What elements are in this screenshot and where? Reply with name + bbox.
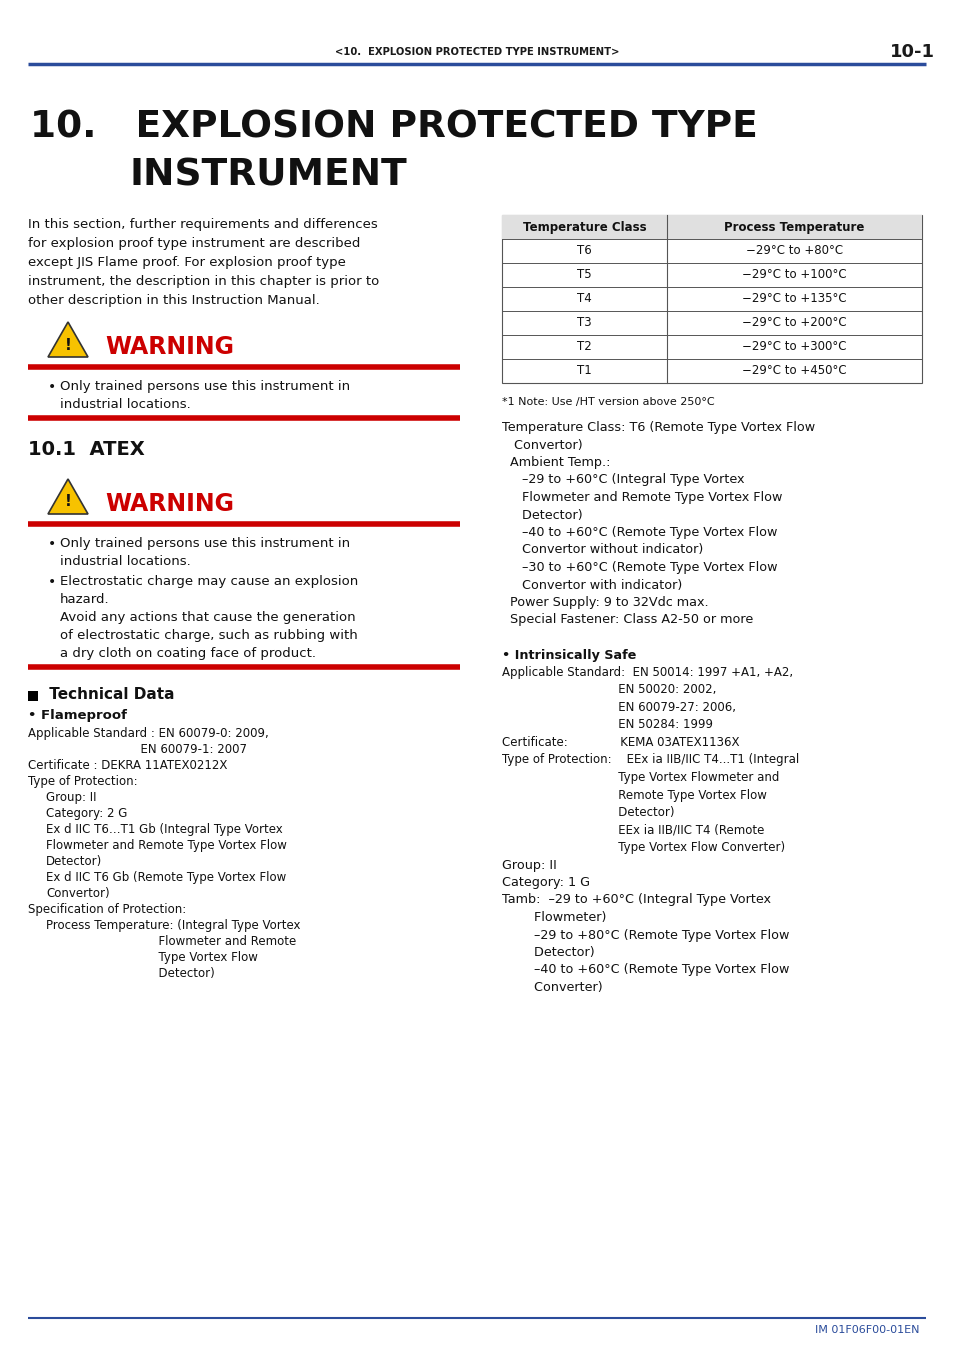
Text: T5: T5 xyxy=(577,269,591,282)
Text: Type Vortex Flowmeter and: Type Vortex Flowmeter and xyxy=(501,771,779,784)
Text: Tamb:  –29 to +60°C (Integral Type Vortex: Tamb: –29 to +60°C (Integral Type Vortex xyxy=(501,894,770,906)
Bar xyxy=(501,215,921,383)
Text: Temperature Class: T6 (Remote Type Vortex Flow: Temperature Class: T6 (Remote Type Vorte… xyxy=(501,421,814,433)
Text: EN 50284: 1999: EN 50284: 1999 xyxy=(501,718,712,732)
Text: T1: T1 xyxy=(577,364,591,378)
Text: Type Vortex Flow: Type Vortex Flow xyxy=(46,950,257,964)
Text: • Intrinsically Safe: • Intrinsically Safe xyxy=(501,648,636,662)
Text: INSTRUMENT: INSTRUMENT xyxy=(130,158,407,194)
Text: except JIS Flame proof. For explosion proof type: except JIS Flame proof. For explosion pr… xyxy=(28,256,346,269)
Text: Convertor with indicator): Convertor with indicator) xyxy=(501,579,681,591)
Text: Converter): Converter) xyxy=(501,981,602,994)
Text: Group: II: Group: II xyxy=(501,859,557,872)
Text: Applicable Standard : EN 60079-0: 2009,: Applicable Standard : EN 60079-0: 2009, xyxy=(28,728,269,740)
Text: Group: II: Group: II xyxy=(46,791,96,805)
Text: • Flameproof: • Flameproof xyxy=(28,709,127,722)
Text: −29°C to +80°C: −29°C to +80°C xyxy=(745,244,842,258)
Text: Only trained persons use this instrument in: Only trained persons use this instrument… xyxy=(60,537,350,549)
Text: Convertor without indicator): Convertor without indicator) xyxy=(501,544,702,556)
Text: Flowmeter and Remote Type Vortex Flow: Flowmeter and Remote Type Vortex Flow xyxy=(46,838,287,852)
Text: Convertor): Convertor) xyxy=(46,887,110,900)
Text: EN 60079-1: 2007: EN 60079-1: 2007 xyxy=(28,743,247,756)
Text: −29°C to +100°C: −29°C to +100°C xyxy=(741,269,846,282)
Text: hazard.: hazard. xyxy=(60,593,110,606)
Text: Convertor): Convertor) xyxy=(501,439,582,451)
Text: T2: T2 xyxy=(577,340,591,354)
Text: •: • xyxy=(48,379,56,394)
Text: Detector): Detector) xyxy=(501,509,582,521)
Text: Technical Data: Technical Data xyxy=(44,687,174,702)
Text: Flowmeter and Remote Type Vortex Flow: Flowmeter and Remote Type Vortex Flow xyxy=(501,491,781,504)
Text: Only trained persons use this instrument in: Only trained persons use this instrument… xyxy=(60,379,350,393)
Text: EN 50020: 2002,: EN 50020: 2002, xyxy=(501,683,716,697)
Text: Category: 1 G: Category: 1 G xyxy=(501,876,589,890)
Text: EEx ia IIB/IIC T4 (Remote: EEx ia IIB/IIC T4 (Remote xyxy=(501,824,763,837)
Text: Detector): Detector) xyxy=(46,855,102,868)
Text: IM 01F06F00-01EN: IM 01F06F00-01EN xyxy=(815,1324,919,1335)
Text: Electrostatic charge may cause an explosion: Electrostatic charge may cause an explos… xyxy=(60,575,358,589)
Text: EN 60079-27: 2006,: EN 60079-27: 2006, xyxy=(501,701,735,714)
Text: 10-1: 10-1 xyxy=(888,43,934,61)
Text: −29°C to +300°C: −29°C to +300°C xyxy=(741,340,846,354)
Text: Ambient Temp.:: Ambient Temp.: xyxy=(501,456,610,468)
Text: *1 Note: Use /HT version above 250°C: *1 Note: Use /HT version above 250°C xyxy=(501,397,714,406)
Text: –40 to +60°C (Remote Type Vortex Flow: –40 to +60°C (Remote Type Vortex Flow xyxy=(501,964,788,976)
Polygon shape xyxy=(48,323,88,356)
Text: Type of Protection:    EEx ia IIB/IIC T4...T1 (Integral: Type of Protection: EEx ia IIB/IIC T4...… xyxy=(501,753,799,767)
Text: Type of Protection:: Type of Protection: xyxy=(28,775,137,788)
Bar xyxy=(501,215,921,239)
Text: Power Supply: 9 to 32Vdc max.: Power Supply: 9 to 32Vdc max. xyxy=(501,595,708,609)
Text: a dry cloth on coating face of product.: a dry cloth on coating face of product. xyxy=(60,647,315,660)
Text: –29 to +60°C (Integral Type Vortex: –29 to +60°C (Integral Type Vortex xyxy=(501,474,743,486)
Text: industrial locations.: industrial locations. xyxy=(60,555,191,568)
Text: Ex d IIC T6…T1 Gb (Integral Type Vortex: Ex d IIC T6…T1 Gb (Integral Type Vortex xyxy=(46,824,282,836)
Polygon shape xyxy=(48,479,88,514)
Text: −29°C to +200°C: −29°C to +200°C xyxy=(741,316,846,329)
Text: •: • xyxy=(48,575,56,589)
Text: Ex d IIC T6 Gb (Remote Type Vortex Flow: Ex d IIC T6 Gb (Remote Type Vortex Flow xyxy=(46,871,286,884)
Text: !: ! xyxy=(65,494,71,509)
Text: T6: T6 xyxy=(577,244,591,258)
Text: Process Temperature: Process Temperature xyxy=(723,220,863,234)
Text: Category: 2 G: Category: 2 G xyxy=(46,807,128,819)
Text: WARNING: WARNING xyxy=(105,491,233,516)
Text: •: • xyxy=(48,537,56,551)
Text: –30 to +60°C (Remote Type Vortex Flow: –30 to +60°C (Remote Type Vortex Flow xyxy=(501,562,777,574)
Text: Flowmeter): Flowmeter) xyxy=(501,911,606,923)
Text: Certificate : DEKRA 11ATEX0212X: Certificate : DEKRA 11ATEX0212X xyxy=(28,759,227,772)
Text: Temperature Class: Temperature Class xyxy=(522,220,645,234)
Text: Avoid any actions that cause the generation: Avoid any actions that cause the generat… xyxy=(60,612,355,624)
Text: T4: T4 xyxy=(577,293,591,305)
Text: Flowmeter and Remote: Flowmeter and Remote xyxy=(46,936,296,948)
Text: −29°C to +135°C: −29°C to +135°C xyxy=(741,293,846,305)
Text: Detector): Detector) xyxy=(501,946,594,958)
Text: 10.   EXPLOSION PROTECTED TYPE: 10. EXPLOSION PROTECTED TYPE xyxy=(30,109,757,146)
Text: Type Vortex Flow Converter): Type Vortex Flow Converter) xyxy=(501,841,784,855)
Text: Process Temperature: (Integral Type Vortex: Process Temperature: (Integral Type Vort… xyxy=(46,919,300,931)
Text: –29 to +80°C (Remote Type Vortex Flow: –29 to +80°C (Remote Type Vortex Flow xyxy=(501,929,788,941)
Text: instrument, the description in this chapter is prior to: instrument, the description in this chap… xyxy=(28,275,379,288)
Bar xyxy=(28,691,38,701)
Text: In this section, further requirements and differences: In this section, further requirements an… xyxy=(28,217,377,231)
Text: industrial locations.: industrial locations. xyxy=(60,398,191,410)
Text: of electrostatic charge, such as rubbing with: of electrostatic charge, such as rubbing… xyxy=(60,629,357,643)
Text: −29°C to +450°C: −29°C to +450°C xyxy=(741,364,846,378)
Text: Special Fastener: Class A2-50 or more: Special Fastener: Class A2-50 or more xyxy=(501,613,753,626)
Text: Certificate:              KEMA 03ATEX1136X: Certificate: KEMA 03ATEX1136X xyxy=(501,736,739,749)
Text: Detector): Detector) xyxy=(46,967,214,980)
Text: –40 to +60°C (Remote Type Vortex Flow: –40 to +60°C (Remote Type Vortex Flow xyxy=(501,526,777,539)
Text: !: ! xyxy=(65,338,71,352)
Text: Detector): Detector) xyxy=(501,806,674,819)
Text: other description in this Instruction Manual.: other description in this Instruction Ma… xyxy=(28,294,319,306)
Text: T3: T3 xyxy=(577,316,591,329)
Text: Specification of Protection:: Specification of Protection: xyxy=(28,903,186,917)
Text: Remote Type Vortex Flow: Remote Type Vortex Flow xyxy=(501,788,766,802)
Text: <10.  EXPLOSION PROTECTED TYPE INSTRUMENT>: <10. EXPLOSION PROTECTED TYPE INSTRUMENT… xyxy=(335,47,618,57)
Text: Applicable Standard:  EN 50014: 1997 +A1, +A2,: Applicable Standard: EN 50014: 1997 +A1,… xyxy=(501,666,792,679)
Text: for explosion proof type instrument are described: for explosion proof type instrument are … xyxy=(28,238,360,250)
Text: 10.1  ATEX: 10.1 ATEX xyxy=(28,440,145,459)
Text: WARNING: WARNING xyxy=(105,335,233,359)
